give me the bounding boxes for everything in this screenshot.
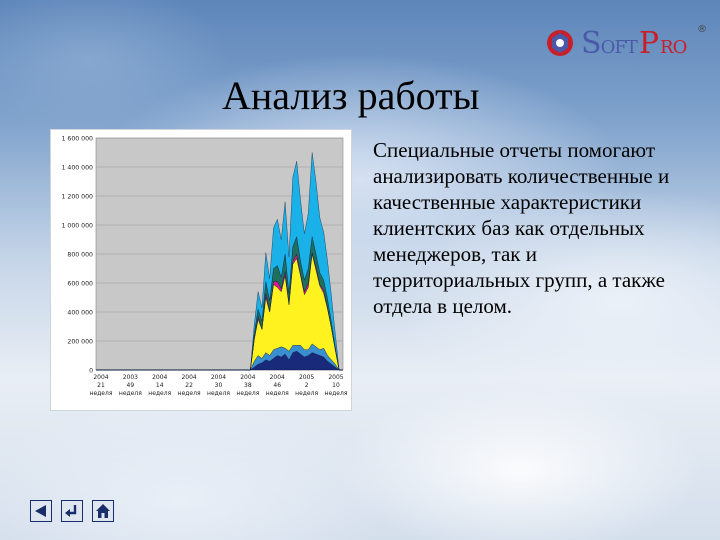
y-tick-label: 1 600 000 <box>62 136 94 143</box>
x-tick-label: неделя <box>207 390 230 397</box>
x-tick-label: 10 <box>332 382 340 389</box>
y-tick-label: 1 000 000 <box>62 223 94 230</box>
y-tick-label: 1 200 000 <box>62 194 94 201</box>
y-tick-label: 1 400 000 <box>62 165 94 172</box>
x-tick-label: 14 <box>156 382 164 389</box>
x-tick-label: 2004 <box>211 374 226 381</box>
y-tick-label: 800 000 <box>67 252 93 259</box>
x-tick-label: 30 <box>215 382 223 389</box>
logo-soft-initial: S <box>581 26 602 61</box>
x-tick-label: 2004 <box>152 374 167 381</box>
x-tick-label: 2004 <box>93 374 108 381</box>
logo-pro-initial: P <box>638 26 659 61</box>
softpro-logo: SOFTP RO ® <box>545 24 707 64</box>
x-tick-label: 2003 <box>123 374 138 381</box>
logo-soft-rest: OFT <box>600 37 638 58</box>
softpro-logo-wordmark: SOFTP RO <box>581 26 687 61</box>
return-button[interactable] <box>61 500 83 522</box>
x-tick-label: 2005 <box>299 374 314 381</box>
x-tick-label: неделя <box>119 390 142 397</box>
logo-pro-rest: RO <box>660 37 687 58</box>
x-tick-label: 21 <box>97 382 105 389</box>
home-button[interactable] <box>92 500 114 522</box>
back-button[interactable] <box>30 500 52 522</box>
slide-title: Анализ работы <box>222 73 480 118</box>
x-tick-label: 38 <box>244 382 252 389</box>
y-tick-label: 600 000 <box>67 281 93 288</box>
area-series-6 <box>96 152 343 371</box>
home-icon <box>96 504 110 518</box>
x-tick-label: неделя <box>325 390 348 397</box>
y-tick-label: 400 000 <box>67 310 93 317</box>
x-tick-label: неделя <box>295 390 318 397</box>
triangle-left-icon <box>35 505 46 517</box>
softpro-logo-icon <box>547 30 573 56</box>
stacked-area-chart: 0 200 000 400 000 600 000 800 000 1 000 000 1 … <box>62 136 348 398</box>
logo-registered-mark: ® <box>697 24 707 35</box>
return-arrow-icon <box>65 505 77 517</box>
x-tick-label: 2004 <box>270 374 285 381</box>
x-tick-label: неделя <box>236 390 259 397</box>
x-tick-label: неделя <box>266 390 289 397</box>
x-tick-label: 2004 <box>181 374 196 381</box>
x-tick-label: 2005 <box>328 374 343 381</box>
slide-body-text: Специальные отчеты помогают анализироват… <box>373 138 670 318</box>
x-tick-label: 22 <box>185 382 193 389</box>
x-tick-label: 2004 <box>240 374 255 381</box>
x-tick-label: неделя <box>148 390 171 397</box>
x-tick-label: неделя <box>178 390 201 397</box>
x-tick-label: неделя <box>90 390 113 397</box>
y-tick-label: 0 <box>89 368 93 375</box>
x-tick-label: 2 <box>305 382 309 389</box>
y-tick-label: 200 000 <box>67 339 93 346</box>
x-tick-label: 46 <box>273 382 281 389</box>
chart-panel: 0 200 000 400 000 600 000 800 000 1 000 000 1 … <box>50 129 352 411</box>
x-tick-label: 49 <box>127 382 135 389</box>
